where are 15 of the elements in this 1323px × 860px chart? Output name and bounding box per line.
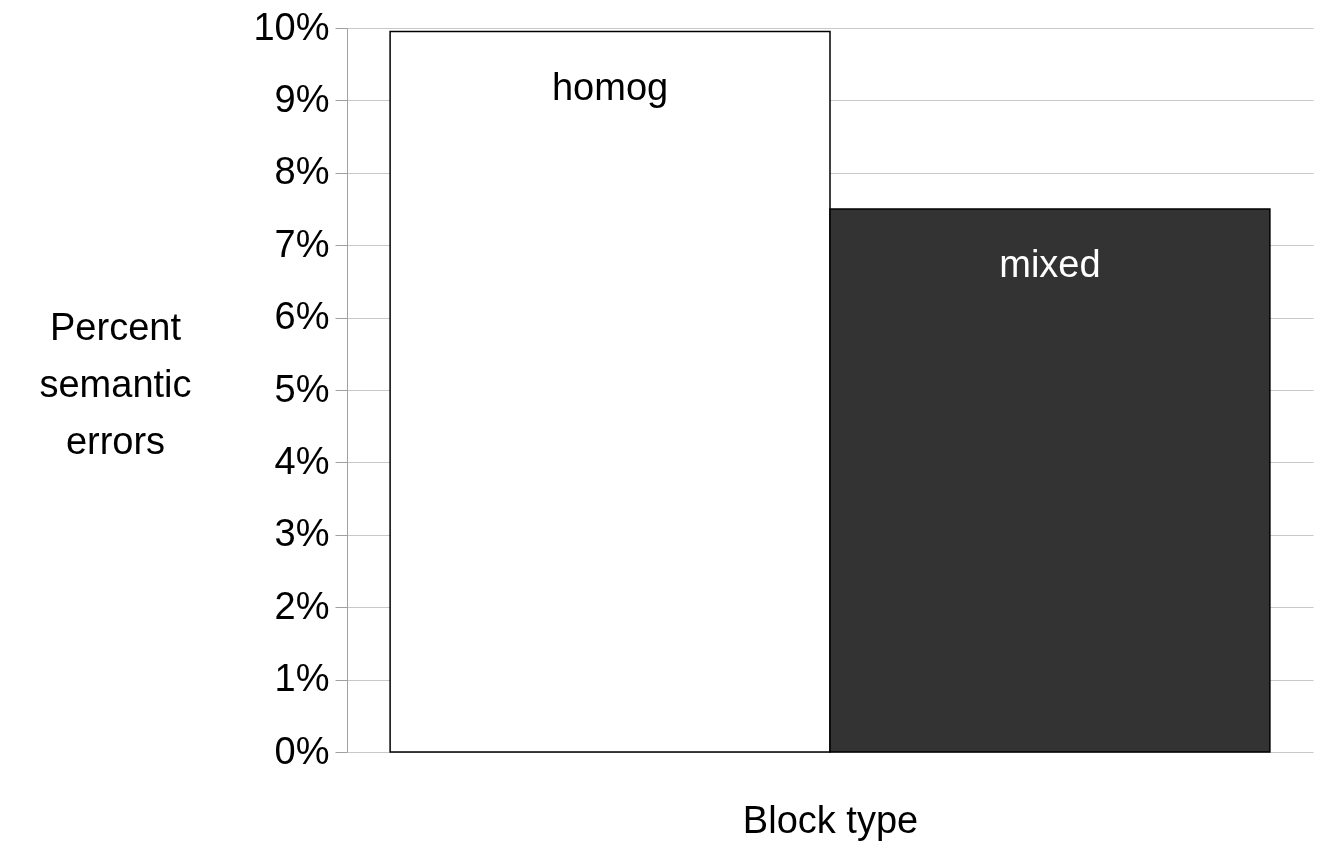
x-tick-label: homog xyxy=(551,65,669,108)
y-tick-label: 8% xyxy=(274,150,330,193)
y-axis-title: Percent semantic errors xyxy=(39,305,192,462)
y-tick-label: 5% xyxy=(274,367,330,410)
y-tick-label: 0% xyxy=(274,729,330,772)
y-tick-label: 6% xyxy=(274,295,330,338)
y-tick-label: 3% xyxy=(274,512,330,555)
x-axis-title: Block type xyxy=(742,798,919,841)
y-tick-label: 10% xyxy=(253,5,330,48)
x-tick-label: mixed xyxy=(999,243,1101,285)
y-tick-label: 1% xyxy=(274,657,330,700)
y-tick-label: 7% xyxy=(274,222,330,265)
y-tick-label: 9% xyxy=(274,77,330,120)
y-tick-label: 2% xyxy=(274,584,330,627)
y-tick-label: 4% xyxy=(274,439,330,482)
